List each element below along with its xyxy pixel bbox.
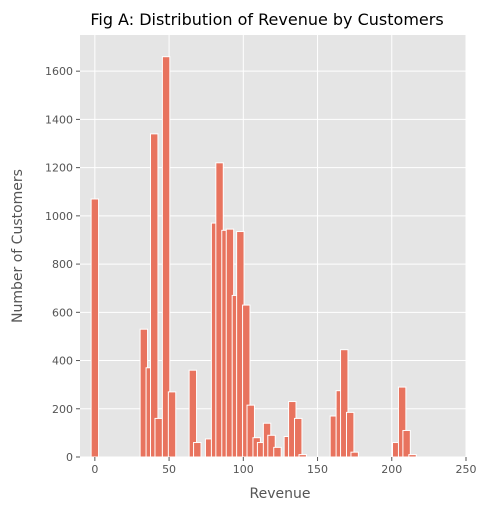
histogram-bar bbox=[154, 417, 163, 458]
histogram-bar bbox=[294, 417, 303, 458]
y-tick-label: 400 bbox=[52, 355, 73, 368]
y-axis-ticks: 0 200 400 600 800 1000 1200 1400 1600 bbox=[45, 65, 80, 464]
histogram-bar bbox=[408, 454, 417, 458]
histogram-bar bbox=[167, 391, 177, 458]
histogram-bar bbox=[188, 369, 198, 458]
x-axis-label: Revenue bbox=[250, 486, 311, 502]
gridlines bbox=[80, 35, 467, 458]
histogram-bar bbox=[242, 304, 251, 458]
y-tick-label: 0 bbox=[66, 451, 73, 464]
y-tick-label: 200 bbox=[52, 403, 73, 416]
x-tick-label: 200 bbox=[381, 463, 402, 476]
y-tick-label: 1000 bbox=[45, 210, 73, 223]
histogram-bar bbox=[298, 454, 307, 458]
chart-title: Fig A: Distribution of Revenue by Custom… bbox=[90, 10, 443, 29]
x-axis-ticks: 0 50 100 150 200 250 bbox=[91, 457, 477, 476]
plot-background bbox=[80, 35, 466, 457]
x-tick-label: 50 bbox=[162, 463, 176, 476]
histogram-bar bbox=[397, 386, 407, 458]
histogram-bar bbox=[90, 198, 100, 458]
y-tick-label: 600 bbox=[52, 306, 73, 319]
x-tick-label: 150 bbox=[307, 463, 328, 476]
bars bbox=[90, 56, 417, 458]
histogram-bar bbox=[273, 446, 282, 458]
histogram-bar bbox=[193, 442, 202, 458]
histogram-bar bbox=[267, 434, 276, 458]
histogram-bar bbox=[345, 411, 355, 458]
x-tick-label: 0 bbox=[91, 463, 98, 476]
histogram-bar bbox=[340, 349, 349, 458]
y-tick-label: 1600 bbox=[45, 65, 73, 78]
y-axis-label: Number of Customers bbox=[10, 169, 26, 323]
histogram-bar bbox=[402, 429, 411, 458]
x-tick-label: 100 bbox=[233, 463, 254, 476]
x-tick-label: 250 bbox=[456, 463, 477, 476]
histogram-bar bbox=[350, 451, 359, 458]
y-tick-label: 1200 bbox=[45, 162, 73, 175]
y-tick-label: 800 bbox=[52, 258, 73, 271]
histogram-bar bbox=[150, 133, 159, 458]
histogram-bar bbox=[161, 56, 171, 458]
y-tick-label: 1400 bbox=[45, 113, 73, 126]
histogram-bar bbox=[246, 404, 255, 458]
